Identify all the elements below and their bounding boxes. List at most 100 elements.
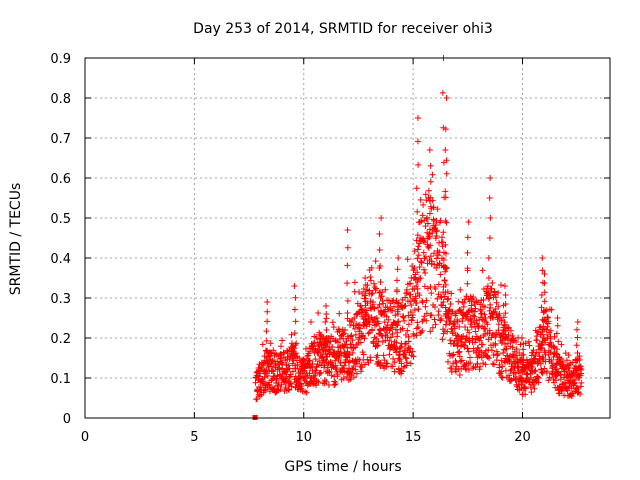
data-point xyxy=(362,309,369,316)
data-point xyxy=(362,275,369,281)
data-point xyxy=(336,328,343,335)
data-point xyxy=(407,308,414,315)
data-point xyxy=(325,381,332,388)
data-point xyxy=(442,289,449,296)
data-point xyxy=(499,363,506,370)
data-point xyxy=(376,289,383,296)
data-point xyxy=(291,306,298,313)
data-point xyxy=(322,351,329,357)
data-point xyxy=(444,358,451,365)
data-point xyxy=(553,350,560,357)
data-point xyxy=(423,297,430,304)
data-point xyxy=(263,367,270,373)
data-point xyxy=(486,195,493,201)
data-point xyxy=(467,354,473,361)
data-point xyxy=(277,343,284,350)
data-point xyxy=(407,291,414,298)
data-point xyxy=(458,336,465,343)
data-point xyxy=(472,336,479,343)
data-point xyxy=(418,329,425,336)
data-point xyxy=(456,348,463,355)
data-point xyxy=(522,391,529,398)
data-point xyxy=(360,351,367,358)
data-point xyxy=(269,367,276,374)
data-point xyxy=(373,315,380,322)
data-point xyxy=(351,315,358,322)
data-point xyxy=(355,340,362,347)
y-tick-label: 0.1 xyxy=(50,372,71,387)
data-point xyxy=(326,369,333,376)
data-point xyxy=(428,312,435,319)
data-point xyxy=(546,374,553,381)
data-point xyxy=(289,368,296,375)
y-tick-label: 0.8 xyxy=(50,92,71,107)
data-point xyxy=(418,259,425,266)
data-point xyxy=(529,363,536,370)
data-point xyxy=(432,285,439,292)
data-point xyxy=(421,217,428,224)
data-point xyxy=(353,370,360,377)
data-point xyxy=(442,126,449,133)
data-point xyxy=(413,300,420,307)
data-point xyxy=(488,285,495,292)
data-point xyxy=(486,235,493,241)
data-point xyxy=(442,218,449,225)
data-point xyxy=(444,296,451,303)
data-point xyxy=(332,362,339,369)
data-point xyxy=(422,303,429,310)
data-point xyxy=(315,379,322,386)
data-point xyxy=(257,370,264,377)
data-point xyxy=(522,385,529,392)
data-point xyxy=(402,294,409,301)
data-point xyxy=(449,352,456,359)
data-point xyxy=(334,373,341,380)
y-tick-label: 0.9 xyxy=(50,52,71,67)
data-point xyxy=(375,358,382,365)
data-point xyxy=(382,286,389,293)
data-point xyxy=(468,324,475,331)
data-point xyxy=(502,346,509,353)
data-point xyxy=(264,299,271,305)
data-point xyxy=(409,314,416,321)
data-point xyxy=(439,234,446,241)
data-point xyxy=(329,343,336,350)
data-point xyxy=(419,327,426,334)
data-point xyxy=(453,359,460,366)
data-point xyxy=(478,310,485,317)
data-point xyxy=(377,279,384,285)
data-point xyxy=(472,339,479,346)
data-point xyxy=(526,342,533,349)
data-point xyxy=(361,292,368,299)
data-point xyxy=(489,360,496,367)
data-point xyxy=(451,340,458,347)
data-point xyxy=(438,315,445,322)
data-point xyxy=(370,280,377,287)
data-point xyxy=(358,364,365,371)
data-point xyxy=(554,346,561,353)
data-point xyxy=(493,331,500,338)
data-point xyxy=(515,370,522,377)
data-point xyxy=(519,357,526,364)
data-point xyxy=(574,384,581,391)
data-point xyxy=(368,264,375,271)
data-point xyxy=(538,292,545,299)
data-point xyxy=(354,360,361,367)
data-point xyxy=(485,275,492,281)
data-point xyxy=(281,350,288,357)
data-point xyxy=(433,228,440,235)
data-point xyxy=(577,363,584,370)
data-point xyxy=(342,327,349,334)
chart-title: Day 253 of 2014, SRMTID for receiver ohi… xyxy=(193,21,493,37)
data-point xyxy=(409,311,416,318)
data-point xyxy=(525,338,532,345)
data-point xyxy=(423,317,430,324)
data-point xyxy=(450,351,457,358)
data-point xyxy=(425,187,432,194)
data-point xyxy=(565,352,572,359)
data-point xyxy=(335,356,342,363)
data-point xyxy=(352,366,359,373)
data-point xyxy=(514,364,521,371)
data-point xyxy=(407,345,414,352)
data-point xyxy=(495,289,502,296)
